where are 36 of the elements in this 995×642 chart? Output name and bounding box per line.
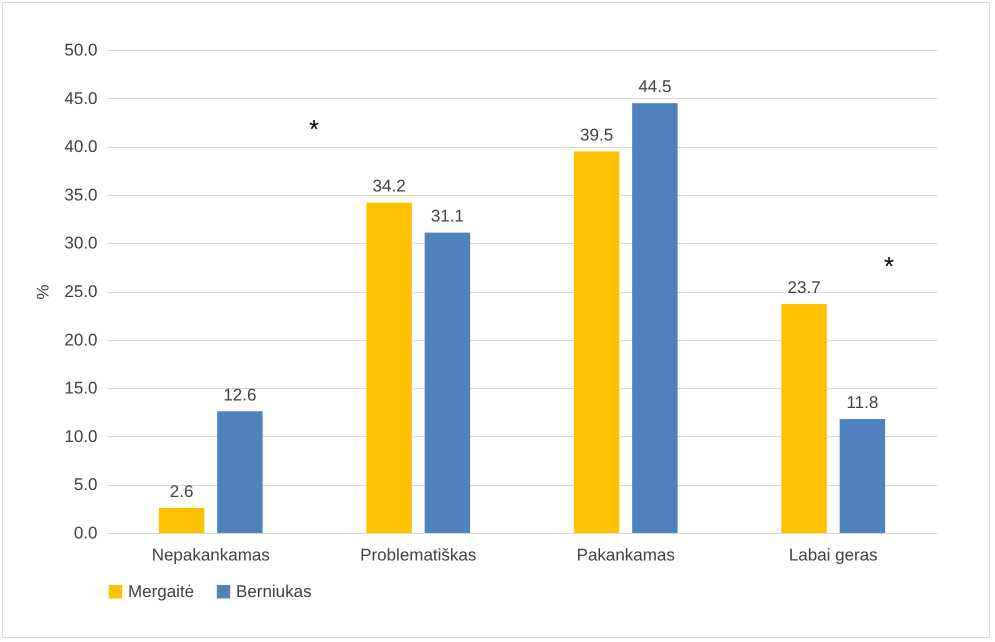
x-tick-label: Pakankamas: [576, 546, 675, 564]
x-tick-label: Problematiškas: [360, 546, 476, 564]
data-label: 39.5: [580, 125, 614, 144]
bar: [366, 202, 412, 533]
bar: [632, 103, 678, 533]
y-tick-label: 50.0: [64, 40, 98, 60]
bar: [424, 232, 470, 533]
y-tick-label: 45.0: [64, 88, 98, 108]
y-tick-label: 0.0: [74, 524, 98, 542]
y-tick-label: 10.0: [64, 426, 98, 446]
annotation: *: [884, 251, 894, 281]
y-tick-label: 5.0: [74, 475, 98, 494]
bar: [574, 151, 620, 533]
x-tick-label: Labai geras: [788, 546, 878, 564]
y-tick-label: 15.0: [64, 378, 98, 398]
data-label: 34.2: [372, 176, 406, 196]
data-label: 12.6: [223, 385, 256, 404]
data-label: 11.8: [846, 393, 878, 412]
y-tick-label: 25.0: [64, 282, 98, 301]
data-label: 2.6: [170, 482, 194, 501]
bar: [840, 419, 886, 533]
legend-label: Berniukas: [236, 582, 312, 601]
y-tick-label: 30.0: [64, 234, 98, 253]
bar: [158, 508, 204, 533]
y-axis-title: %: [33, 284, 52, 300]
annotation: *: [308, 114, 320, 144]
bar: [781, 304, 827, 533]
x-tick-label: Nepakankamas: [152, 546, 270, 564]
data-label: 31.1: [430, 206, 464, 226]
data-label: 44.5: [638, 77, 672, 96]
bar: [217, 411, 263, 533]
data-label: 23.7: [788, 278, 821, 298]
y-tick-label: 40.0: [64, 137, 98, 156]
y-tick-label: 20.0: [64, 330, 98, 350]
legend-label: Mergaitė: [128, 582, 194, 601]
y-tick-label: 35.0: [64, 185, 98, 204]
